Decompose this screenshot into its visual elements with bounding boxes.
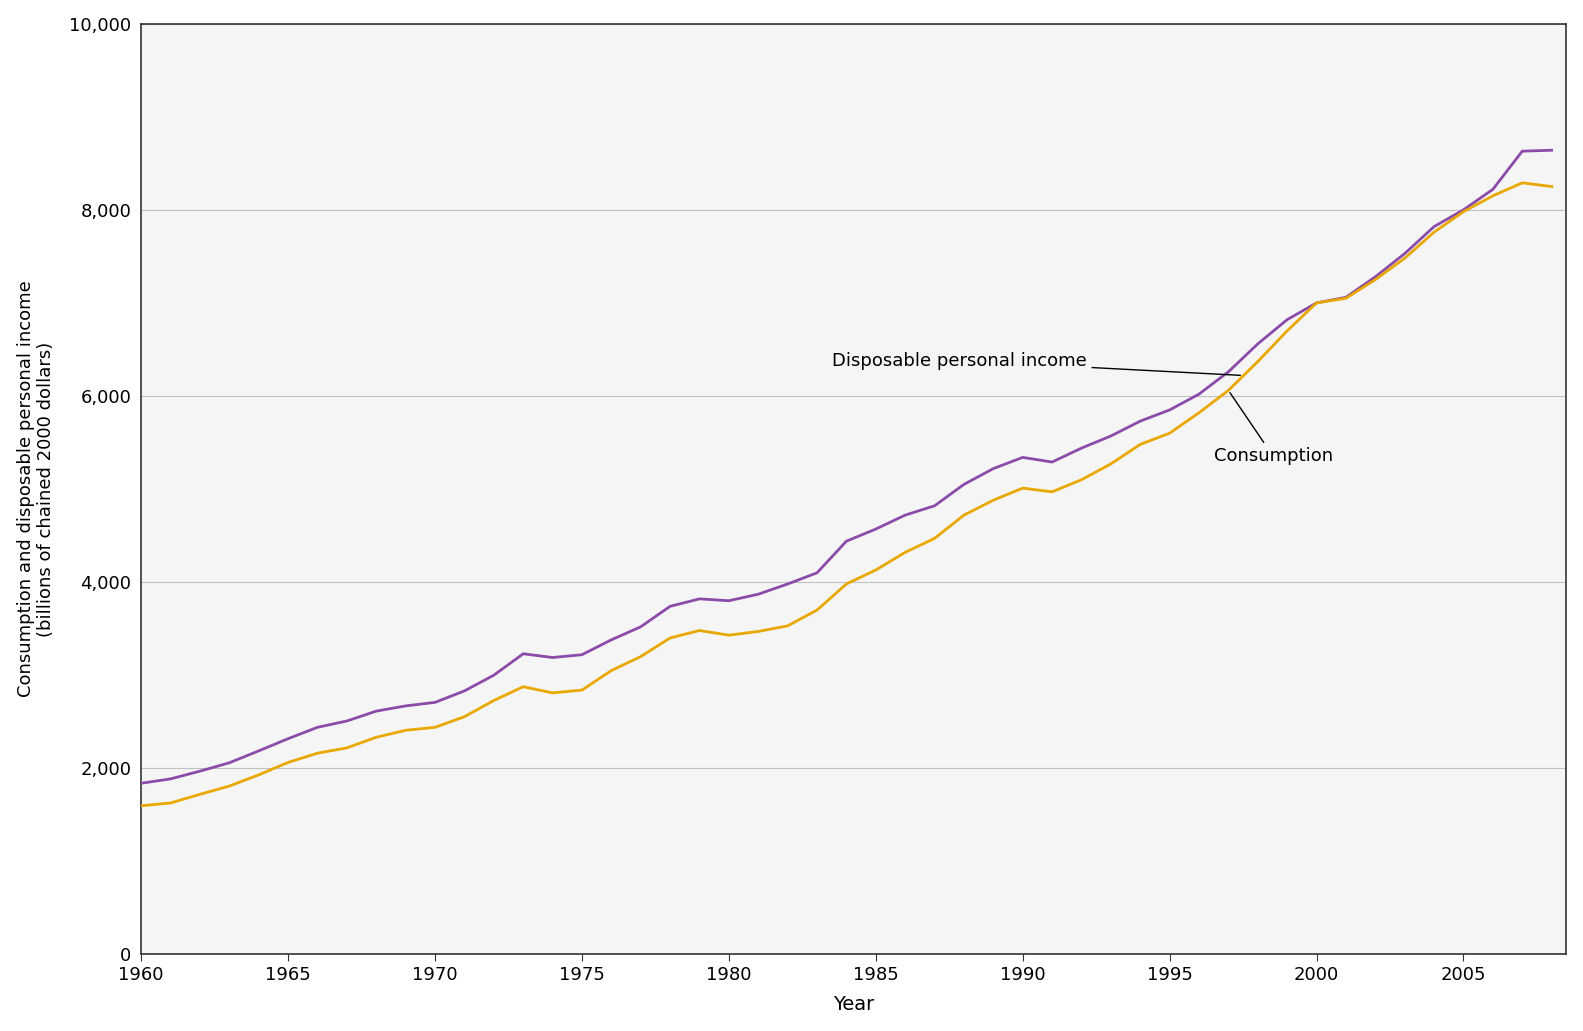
Text: Disposable personal income: Disposable personal income xyxy=(831,352,1241,375)
Text: Consumption: Consumption xyxy=(1214,393,1333,465)
X-axis label: Year: Year xyxy=(833,995,874,1015)
Y-axis label: Consumption and disposable personal income
(billions of chained 2000 dollars): Consumption and disposable personal inco… xyxy=(17,280,55,697)
